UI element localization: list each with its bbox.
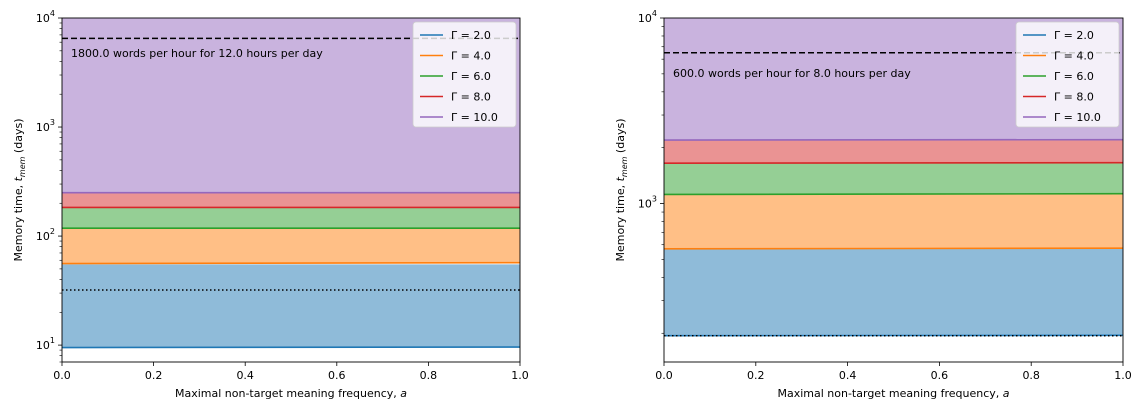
x-tick-label: 0.2 <box>145 369 163 382</box>
y-tick-label: 101 <box>36 336 55 352</box>
axes-frame <box>61 17 521 363</box>
y-tick-label: 102 <box>36 227 55 243</box>
legend-label-gamma-5: Γ = 10.0 <box>451 111 498 124</box>
y-axis-label: Memory time, tmem (days) <box>614 119 629 262</box>
band-gamma-3 <box>62 207 520 229</box>
x-axis-label: Maximal non-target meaning frequency, a <box>175 387 407 400</box>
x-axis-label: Maximal non-target meaning frequency, a <box>777 387 1009 400</box>
x-tick-label: 0.8 <box>420 369 438 382</box>
legend-box <box>412 21 517 128</box>
plot-area <box>62 18 520 349</box>
band-gamma-5 <box>664 18 1123 141</box>
legend-label-gamma-3: Γ = 6.0 <box>1054 70 1094 83</box>
x-tick-label: 0.8 <box>1022 369 1040 382</box>
legend: Γ = 2.0 Γ = 4.0 Γ = 6.0 Γ = 8.0 Γ = 10.0 <box>1015 21 1120 128</box>
series-line-gamma-3 <box>664 192 1123 196</box>
legend-label-gamma-1: Γ = 2.0 <box>451 29 491 42</box>
series-line-gamma-2 <box>62 261 520 265</box>
band-gamma-5 <box>62 18 520 193</box>
series-line-gamma-2 <box>664 247 1123 250</box>
band-gamma-4 <box>62 192 520 208</box>
chart-right: 0.0 0.2 0.4 0.6 0.8 1.0 103 104 Maximal non-targ… <box>614 9 1132 400</box>
x-tick-label: 0.2 <box>747 369 765 382</box>
legend: Γ = 2.0 Γ = 4.0 Γ = 6.0 Γ = 8.0 Γ = 10.0 <box>412 21 517 128</box>
band-gamma-2 <box>62 228 520 264</box>
y-tick-label: 103 <box>638 195 657 211</box>
y-tick-label: 103 <box>36 118 55 134</box>
legend-label-gamma-4: Γ = 8.0 <box>451 91 491 104</box>
legend-box <box>1015 21 1120 128</box>
x-tick-label: 0.6 <box>328 369 346 382</box>
axes-frame <box>663 17 1124 363</box>
annotation-text: 1800.0 words per hour for 12.0 hours per… <box>71 47 323 60</box>
band-gamma-1 <box>664 248 1123 336</box>
x-tick-label: 1.0 <box>511 369 529 382</box>
legend-label-gamma-4: Γ = 8.0 <box>1054 91 1094 104</box>
x-tick-label: 0.0 <box>53 369 71 382</box>
x-tick-label: 0.4 <box>839 369 857 382</box>
annotation-text: 600.0 words per hour for 8.0 hours per d… <box>673 67 911 80</box>
y-tick-label: 104 <box>36 9 55 25</box>
legend-label-gamma-3: Γ = 6.0 <box>451 70 491 83</box>
band-gamma-4 <box>664 140 1123 164</box>
y-tick-label: 104 <box>638 9 657 25</box>
legend-label-gamma-5: Γ = 10.0 <box>1054 111 1101 124</box>
legend-label-gamma-2: Γ = 4.0 <box>1054 50 1094 63</box>
band-gamma-1 <box>62 264 520 348</box>
y-axis-label: Memory time, tmem (days) <box>12 119 27 262</box>
x-tick-label: 0.6 <box>931 369 949 382</box>
x-tick-label: 0.4 <box>236 369 254 382</box>
band-gamma-2 <box>664 194 1123 249</box>
legend-label-gamma-1: Γ = 2.0 <box>1054 29 1094 42</box>
chart-left: 0.0 0.2 0.4 0.6 0.8 1.0 101 102 103 104 Maximal no… <box>12 9 529 400</box>
band-gamma-3 <box>664 163 1123 195</box>
plot-area <box>664 18 1123 337</box>
x-tick-label: 0.0 <box>655 369 673 382</box>
x-tick-label: 1.0 <box>1114 369 1132 382</box>
legend-label-gamma-2: Γ = 4.0 <box>451 50 491 63</box>
